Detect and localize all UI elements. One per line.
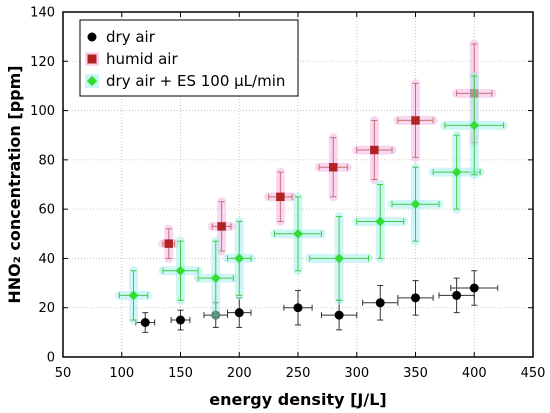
- x-tick-label: 450: [521, 366, 546, 381]
- data-point: [334, 253, 344, 264]
- y-tick-label: 80: [38, 153, 55, 168]
- y-tick-label: 0: [47, 351, 55, 366]
- legend-marker: [87, 32, 97, 42]
- y-tick-label: 20: [38, 301, 55, 316]
- data-point: [293, 303, 303, 313]
- data-point: [217, 222, 226, 231]
- series-0: [135, 270, 499, 333]
- y-tick-label: 120: [30, 55, 55, 70]
- data-point: [128, 290, 139, 301]
- x-tick-label: 100: [109, 366, 134, 381]
- data-point: [451, 167, 462, 178]
- legend-box: [79, 19, 299, 97]
- data-point: [375, 216, 386, 227]
- legend: dry air humid air dry air + ES 100 µL/min: [79, 19, 299, 97]
- x-tick-label: 50: [55, 366, 72, 381]
- legend-marker: [87, 54, 97, 64]
- data-point: [276, 192, 285, 202]
- legend-label: dry air + ES 100 µL/min: [106, 72, 285, 90]
- data-point: [210, 273, 221, 283]
- x-tick-label: 200: [227, 366, 252, 381]
- data-point: [411, 293, 420, 303]
- data-point: [469, 120, 480, 131]
- data-point: [375, 298, 385, 308]
- data-point: [175, 265, 186, 276]
- data-point: [370, 145, 379, 155]
- x-tick-label: 400: [462, 366, 487, 381]
- data-point: [293, 228, 303, 239]
- y-tick-label: 40: [38, 252, 55, 267]
- x-tick-label: 250: [286, 366, 311, 381]
- y-axis-label: HNO₂ concentration [ppm]: [5, 65, 24, 303]
- data-point: [234, 308, 244, 318]
- data-point: [140, 318, 150, 327]
- data-point: [234, 253, 245, 264]
- data-point: [410, 199, 421, 210]
- y-tick-label: 140: [30, 6, 55, 21]
- legend-marker: [86, 75, 98, 87]
- data-point: [452, 290, 462, 300]
- data-point: [164, 239, 173, 248]
- x-tick-label: 150: [168, 366, 193, 381]
- x-tick-label: 300: [344, 366, 369, 381]
- x-axis-label: energy density [J/L]: [209, 390, 386, 409]
- series-2: [114, 71, 509, 325]
- legend-label: dry air: [106, 28, 156, 46]
- data-point: [176, 315, 185, 325]
- data-point: [411, 116, 420, 125]
- legend-label: humid air: [106, 50, 178, 68]
- data-point: [469, 283, 479, 293]
- data-point: [329, 163, 338, 172]
- series-layer: [114, 39, 509, 333]
- y-tick-label: 100: [30, 104, 55, 119]
- x-tick-label: 350: [403, 366, 428, 381]
- y-tick-label: 60: [38, 203, 55, 218]
- axis-ticks: 50 100 150 200 250 300 350 400 450 0 20 40 60 80 100 12…: [30, 6, 545, 382]
- data-point: [334, 310, 344, 320]
